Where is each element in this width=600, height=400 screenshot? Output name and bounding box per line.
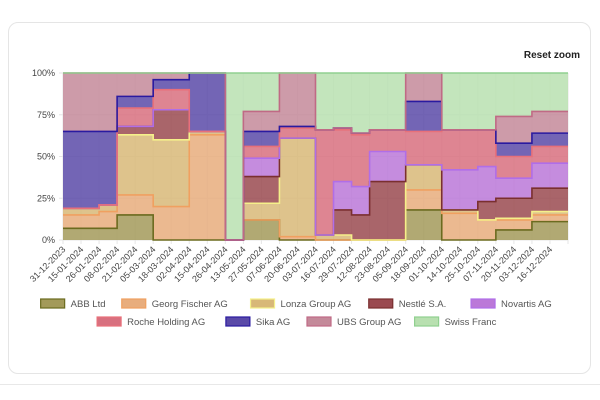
legend-label: Novartis AG — [501, 299, 552, 310]
legend-item-swiss-franc[interactable]: Swiss Franc — [414, 316, 497, 328]
legend-item-lonza-group-ag[interactable]: Lonza Group AG — [249, 298, 352, 310]
legend-swatch — [121, 298, 147, 309]
divider — [0, 384, 600, 385]
legend-label: Sika AG — [256, 317, 290, 328]
legend-label: Georg Fischer AG — [152, 299, 228, 310]
y-tick-label: 100% — [32, 68, 55, 78]
legend[interactable]: ABB Ltd Georg Fischer AG Lonza Group AG Nes… — [40, 298, 552, 328]
y-tick-label: 0% — [42, 235, 55, 245]
legend-swatch — [414, 316, 440, 327]
legend-item-roche-holding-ag[interactable]: Roche Holding AG — [96, 316, 205, 328]
x-axis: 31-12-202315-01-202426-01-202408-02-2024… — [28, 244, 555, 284]
legend-label: Swiss Franc — [445, 317, 497, 328]
y-tick-label: 25% — [37, 193, 55, 203]
legend-item-abb-ltd[interactable]: ABB Ltd — [40, 298, 106, 310]
legend-swatch — [96, 316, 122, 327]
y-axis: 0% 25% 50% 75% 100% — [32, 68, 55, 245]
legend-item-nestl-s-a-[interactable]: Nestlé S.A. — [368, 298, 447, 310]
legend-swatch — [225, 316, 251, 327]
legend-swatch — [470, 298, 496, 309]
legend-item-novartis-ag[interactable]: Novartis AG — [470, 298, 552, 310]
legend-label: Roche Holding AG — [127, 317, 205, 328]
legend-swatch — [249, 298, 276, 309]
legend-item-georg-fischer-ag[interactable]: Georg Fischer AG — [121, 298, 228, 310]
legend-swatch — [40, 298, 66, 309]
legend-item-sika-ag[interactable]: Sika AG — [225, 316, 290, 328]
line-novartis-ag — [63, 108, 568, 241]
legend-swatch — [306, 316, 332, 327]
legend-label: UBS Group AG — [337, 317, 401, 328]
series-lines — [63, 72, 568, 241]
y-tick-label: 75% — [37, 110, 55, 120]
legend-label: Lonza Group AG — [281, 299, 352, 310]
y-tick-label: 50% — [37, 152, 55, 162]
reset-zoom-button[interactable]: Reset zoom — [523, 50, 580, 61]
legend-label: ABB Ltd — [71, 299, 106, 310]
legend-item-ubs-group-ag[interactable]: UBS Group AG — [306, 316, 401, 328]
legend-swatch — [368, 298, 394, 309]
legend-label: Nestlé S.A. — [399, 299, 447, 310]
